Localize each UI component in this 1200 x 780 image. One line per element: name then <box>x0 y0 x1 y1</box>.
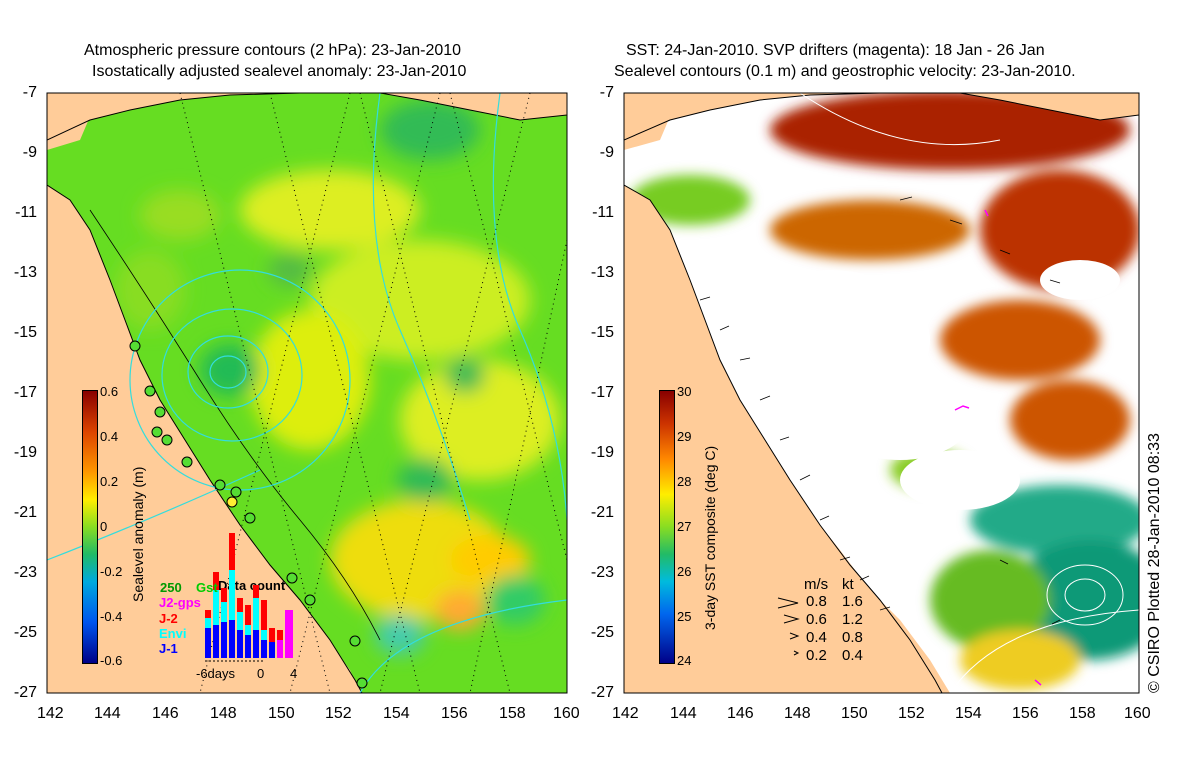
sst-cb-tick: 30 <box>677 384 692 399</box>
left-title-line1: Atmospheric pressure contours (2 hPa): 2… <box>84 42 462 59</box>
sealevel-cb-tick: 0.4 <box>100 429 119 444</box>
data-count-x-tick: -6days <box>196 666 236 681</box>
velocity-key-ms: 0.8 <box>806 593 827 610</box>
right-y-tick: -17 <box>590 384 614 401</box>
csiro-credit: © CSIRO Plotted 28-Jan-2010 08:33 <box>1146 433 1163 693</box>
right-y-tick: -11 <box>592 204 614 221</box>
right-y-tick: -27 <box>590 684 614 701</box>
left-x-tick: 160 <box>553 705 580 722</box>
sealevel-colorbar-label: Sealevel anomaly (m) <box>130 466 146 602</box>
right-y-tick: -9 <box>599 144 614 161</box>
right-x-tick: 156 <box>1012 705 1039 722</box>
left-y-tick: -15 <box>13 324 37 341</box>
velocity-key-kt: 0.8 <box>842 629 863 646</box>
sst-cb-tick: 26 <box>677 564 692 579</box>
sst-cb-tick: 27 <box>677 519 692 534</box>
legend-j1: J-1 <box>159 641 178 656</box>
sst-cb-tick: 24 <box>677 653 692 668</box>
left-y-tick: -27 <box>13 684 37 701</box>
left-sealevel-map <box>46 92 568 694</box>
right-y-tick: -25 <box>590 624 614 641</box>
left-map-field <box>47 93 567 693</box>
left-y-tick: -25 <box>13 624 37 641</box>
right-y-tick: -15 <box>590 324 614 341</box>
left-x-tick: 146 <box>152 705 179 722</box>
data-count-x-tick: 4 <box>290 666 298 681</box>
sealevel-cb-tick: 0.2 <box>100 474 119 489</box>
left-x-tick: 148 <box>210 705 237 722</box>
velocity-key-kt: 1.6 <box>842 593 863 610</box>
sst-cb-tick: 28 <box>677 474 692 489</box>
right-title-line2: Sealevel contours (0.1 m) and geostrophi… <box>614 63 1076 80</box>
left-y-tick: -17 <box>13 384 37 401</box>
velocity-key-header-ms: m/s <box>804 576 829 593</box>
right-map-field <box>624 93 1139 693</box>
left-y-tick: -9 <box>22 144 37 161</box>
velocity-key-ms: 0.2 <box>806 647 827 664</box>
right-y-tick: -7 <box>599 84 614 101</box>
velocity-key-ms: 0.4 <box>806 629 827 646</box>
left-x-tick: 150 <box>268 705 295 722</box>
left-y-tick: -19 <box>13 444 37 461</box>
right-x-tick: 158 <box>1069 705 1096 722</box>
sst-colorbar-label: 3-day SST composite (deg C) <box>702 445 718 630</box>
left-title-line2: Isostatically adjusted sealevel anomaly:… <box>92 63 467 80</box>
right-x-tick: 160 <box>1124 705 1151 722</box>
sst-colorbar-gradient <box>659 390 675 664</box>
right-y-tick: -23 <box>590 564 614 581</box>
left-x-tick: 156 <box>441 705 468 722</box>
legend-gst: Gst <box>196 580 218 595</box>
sealevel-cb-tick: -0.6 <box>100 653 123 668</box>
sealevel-cb-tick: 0 <box>100 519 108 534</box>
left-y-tick: -21 <box>13 504 37 521</box>
left-y-tick: -7 <box>22 84 37 101</box>
velocity-key-header-kt: kt <box>842 576 854 593</box>
legend-j2-gps: J2-gps <box>159 595 201 610</box>
sst-cb-tick: 25 <box>677 609 692 624</box>
data-count-bars <box>205 533 293 662</box>
left-y-tick: -13 <box>13 264 37 281</box>
left-y-tick: -23 <box>13 564 37 581</box>
velocity-key-ms: 0.6 <box>806 611 827 628</box>
right-title-line1: SST: 24-Jan-2010. SVP drifters (magenta)… <box>626 42 1045 59</box>
velocity-key-kt: 0.4 <box>842 647 863 664</box>
left-y-tick: -11 <box>15 204 37 221</box>
right-x-tick: 152 <box>898 705 925 722</box>
left-x-tick: 154 <box>383 705 410 722</box>
right-y-tick: -21 <box>590 504 614 521</box>
left-x-tick: 144 <box>94 705 121 722</box>
left-x-tick: 142 <box>37 705 64 722</box>
right-x-tick: 154 <box>955 705 982 722</box>
right-x-tick: 150 <box>841 705 868 722</box>
data-count-x-tick: 0 <box>257 666 265 681</box>
right-x-tick: 146 <box>727 705 754 722</box>
right-y-tick: -19 <box>590 444 614 461</box>
sealevel-cb-tick: -0.4 <box>100 609 123 624</box>
sealevel-cb-tick: 0.6 <box>100 384 119 399</box>
data-count-ymax: 250 <box>160 580 182 595</box>
legend-envi: Envi <box>159 626 187 641</box>
right-x-tick: 142 <box>612 705 639 722</box>
left-x-tick: 152 <box>325 705 352 722</box>
sealevel-cb-tick: -0.2 <box>100 564 123 579</box>
legend-j2: J-2 <box>159 611 178 626</box>
sst-cb-tick: 29 <box>677 429 692 444</box>
velocity-key-arrows <box>777 597 800 656</box>
velocity-key-kt: 1.2 <box>842 611 863 628</box>
left-x-tick: 158 <box>499 705 526 722</box>
right-y-tick: -13 <box>590 264 614 281</box>
right-x-tick: 148 <box>784 705 811 722</box>
right-x-tick: 144 <box>670 705 697 722</box>
sealevel-colorbar-gradient <box>82 390 98 664</box>
